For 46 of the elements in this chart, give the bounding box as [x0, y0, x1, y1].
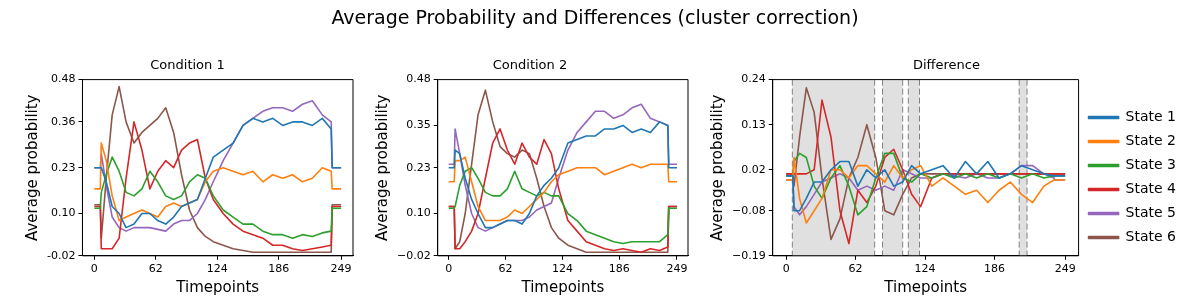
- x-tick-label: 186: [268, 262, 290, 276]
- y-tick-label: −0.02: [396, 248, 431, 262]
- y-tick-label: -0.02: [46, 248, 76, 262]
- x-tick-label: 124: [914, 262, 936, 276]
- chart-title: Condition 1: [150, 57, 225, 73]
- x-tick-label: 249: [666, 262, 688, 276]
- x-tick-label: 249: [1054, 262, 1076, 276]
- legend-label: State 3: [1125, 156, 1177, 173]
- x-tick-label: 0: [782, 262, 790, 276]
- y-tick-label: 0.02: [741, 162, 766, 176]
- x-axis-title: Timepoints: [883, 277, 968, 296]
- x-tick-label: 124: [206, 262, 228, 276]
- x-tick-label: 62: [498, 262, 513, 276]
- y-tick-label: 0.23: [50, 160, 76, 174]
- y-tick-label: 0.35: [406, 118, 431, 132]
- text: Average Probability and Differences (cluster correction): [330, 6, 860, 28]
- y-axis-title: Average probability: [22, 94, 41, 241]
- x-axis-title: Timepoints: [175, 277, 260, 296]
- y-tick-label: 0.36: [50, 114, 76, 128]
- x-tick-label: 124: [551, 262, 573, 276]
- y-tick-label: 0.48: [50, 72, 76, 86]
- x-tick-label: 62: [848, 262, 863, 276]
- chart-title: Difference: [912, 57, 981, 73]
- chart-title: Condition 2: [492, 57, 568, 73]
- y-tick-label: −0.08: [731, 203, 766, 217]
- y-axis-title: Average probability: [372, 94, 391, 241]
- y-tick-label: 0.10: [50, 206, 76, 220]
- y-axis-title: Average probability: [707, 94, 726, 241]
- y-tick-label: 0.10: [406, 206, 431, 220]
- x-tick-label: 186: [608, 262, 630, 276]
- x-tick-label: 0: [90, 262, 98, 276]
- y-tick-label: 0.48: [406, 72, 431, 86]
- x-tick-label: 0: [445, 262, 453, 276]
- y-tick-label: 0.13: [741, 117, 766, 131]
- legend-label: State 5: [1125, 204, 1177, 221]
- x-tick-label: 249: [330, 262, 352, 276]
- x-tick-label: 186: [984, 262, 1006, 276]
- y-tick-label: 0.24: [741, 72, 766, 86]
- x-tick-label: 62: [148, 262, 163, 276]
- y-tick-label: −0.19: [731, 248, 766, 262]
- legend-label: State 2: [1125, 132, 1177, 149]
- legend-label: State 4: [1125, 180, 1177, 197]
- x-axis-title: Timepoints: [520, 277, 605, 296]
- y-tick-label: 0.23: [406, 160, 431, 174]
- legend-label: State 6: [1125, 228, 1177, 245]
- legend-label: State 1: [1125, 108, 1177, 125]
